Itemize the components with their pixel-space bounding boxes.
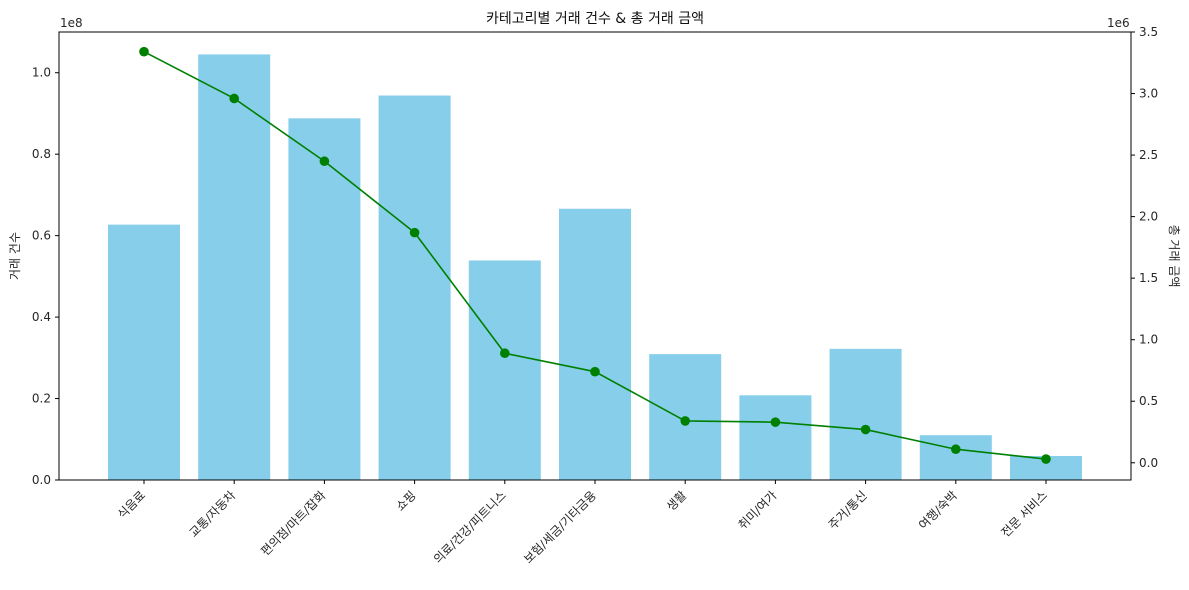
right-tick-label: 1.5 [1139, 271, 1158, 285]
left-tick-label: 0.4 [32, 310, 51, 324]
left-tick-label: 0.6 [32, 229, 51, 243]
y-axis-right-label: 총 거래 금액 [1167, 225, 1181, 288]
x-tick-label: 편의점/마트/잡화 [258, 488, 328, 558]
bar [108, 224, 180, 480]
bar [378, 95, 451, 480]
x-tick-label: 여행/숙박 [915, 488, 960, 533]
x-tick-label: 생활 [664, 488, 690, 514]
left-tick-label: 0.2 [32, 392, 51, 406]
line-point [860, 424, 871, 435]
line-point [409, 227, 420, 238]
bar [829, 348, 902, 480]
x-tick-label: 식음료 [115, 488, 148, 521]
bar-series [108, 54, 1082, 481]
left-tick-label: 1.0 [32, 66, 51, 80]
bar [198, 54, 271, 481]
right-tick-label: 0.0 [1139, 456, 1158, 470]
line-point [319, 156, 330, 167]
x-tick-label: 취미/여가 [736, 488, 780, 532]
line-point [680, 416, 690, 426]
line-point [139, 46, 149, 57]
bar [288, 118, 361, 480]
right-tick-label: 3.0 [1139, 87, 1158, 101]
x-tick-label: 교통/자동차 [187, 488, 239, 540]
x-tick-label: 주거/통신 [826, 488, 870, 532]
line-point [229, 93, 239, 104]
line-series [139, 46, 1051, 464]
left-axis: 0.0 0.2 0.4 0.6 0.8 1.0 [32, 66, 59, 487]
right-tick-label: 3.5 [1139, 25, 1158, 39]
line-point [500, 348, 510, 359]
bar [559, 208, 631, 481]
x-axis: 식음료 교통/자동차 편의점/마트/잡화 쇼핑 의료/건강/피트니스 보험/세금/기타금융… [115, 480, 1050, 566]
bar [739, 395, 812, 480]
right-tick-label: 1.0 [1139, 333, 1158, 347]
line-point [951, 444, 961, 455]
chart-title: 카테고리별 거래 건수 & 총 거래 금액 [486, 11, 704, 27]
bar [919, 435, 992, 480]
right-tick-label: 2.0 [1139, 210, 1158, 224]
x-tick-label: 의료/건강/피트니스 [431, 488, 509, 566]
right-axis: 0.0 0.5 1.0 1.5 2.0 2.5 3.0 3.5 [1131, 25, 1158, 470]
y-axis-left-label: 거래 건수 [8, 232, 22, 280]
right-tick-label: 0.5 [1139, 394, 1158, 408]
bar [468, 260, 541, 480]
right-axis-offset: 1e6 [1107, 16, 1130, 30]
left-axis-offset: 1e8 [60, 16, 83, 30]
line-point [770, 417, 781, 427]
left-tick-label: 0.8 [32, 147, 51, 161]
x-tick-label: 전문 서비스 [998, 488, 1050, 540]
line-point [1041, 454, 1051, 464]
right-tick-label: 2.5 [1139, 148, 1158, 162]
x-tick-label: 쇼핑 [393, 488, 419, 514]
left-tick-label: 0.0 [32, 473, 51, 487]
line-point [590, 366, 600, 377]
x-tick-label: 보험/세금/기타금융 [521, 488, 599, 566]
